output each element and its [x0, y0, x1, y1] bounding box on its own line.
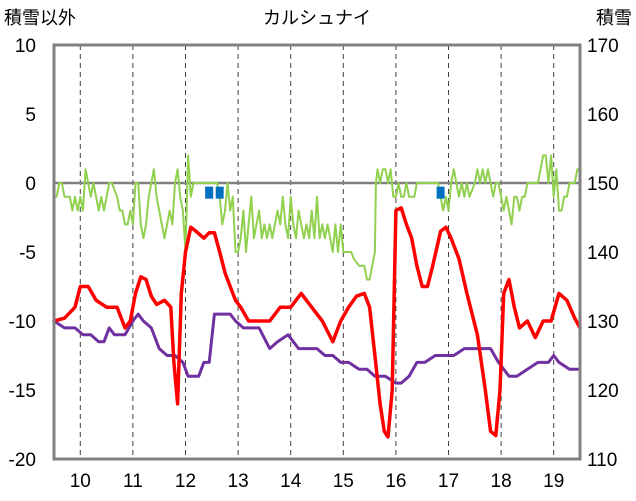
tick-label-layer: 10 11 12 13 14 15 16 17 18 19 10 5 0 -5 -10 -15 -20 170 16…: [9, 36, 619, 492]
x-tick-label: 18: [491, 471, 512, 492]
x-tick-label: 19: [543, 471, 564, 492]
y-left-tick-label: 10: [15, 36, 36, 57]
y-right-tick-label: 130: [587, 312, 619, 333]
right-axis-title: 積雪: [596, 8, 632, 28]
series-blue-marker: [215, 186, 224, 199]
series-purple-line: [52, 312, 582, 385]
y-right-tick-label: 110: [587, 450, 617, 471]
x-tick-label: 10: [70, 471, 91, 492]
chart-title: カルシュナイ: [263, 8, 371, 28]
y-left-tick-label: -5: [19, 243, 36, 264]
y-left-tick-label: 0: [25, 174, 36, 195]
series-red-line: [52, 206, 582, 439]
series-blue-marker: [436, 186, 445, 199]
y-right-tick-label: 140: [587, 243, 619, 264]
y-right-tick-label: 160: [587, 105, 619, 126]
x-tick-label: 16: [385, 471, 406, 492]
plot-frame: [52, 43, 582, 461]
y-left-tick-label: 5: [25, 105, 36, 126]
series-layer: [52, 154, 582, 439]
x-tick-label: 14: [280, 471, 302, 492]
grid-layer: [79, 45, 555, 459]
series-green-line: [53, 154, 581, 281]
x-tick-label: 17: [438, 471, 459, 492]
y-left-tick-label: -20: [9, 450, 36, 471]
series-blue-marker: [205, 186, 214, 199]
x-tick-label: 12: [175, 471, 196, 492]
y-right-tick-label: 150: [587, 174, 619, 195]
y-right-tick-label: 170: [587, 36, 619, 57]
x-tick-label: 15: [333, 471, 354, 492]
left-axis-title: 積雪以外: [4, 8, 76, 28]
y-left-tick-label: -15: [9, 381, 36, 402]
y-left-tick-label: -10: [9, 312, 36, 333]
x-tick-label: 13: [228, 471, 249, 492]
x-tick-label: 11: [123, 471, 143, 492]
y-right-tick-label: 120: [587, 381, 619, 402]
